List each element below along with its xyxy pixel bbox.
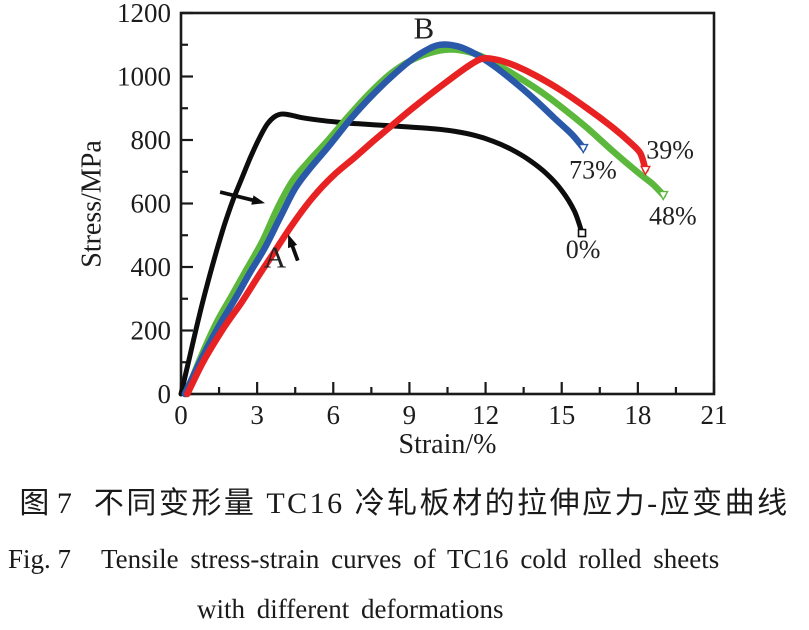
y-tick-label: 1000 (117, 62, 171, 92)
y-tick-label: 400 (131, 252, 172, 282)
x-tick-label: 6 (327, 400, 341, 430)
annotation-label-39%: 39% (646, 136, 694, 165)
x-tick-label: 18 (624, 400, 651, 430)
figure-number-zh: 图 7 (19, 487, 72, 520)
plot-frame (179, 11, 716, 396)
caption-english: Fig. 7 Tensile stress-strain curves of T… (8, 540, 719, 628)
x-tick-label: 0 (174, 400, 188, 430)
end-marker-48% (657, 190, 669, 202)
annotation-label-0%: 0% (566, 235, 601, 264)
x-tick-label: 9 (403, 400, 417, 430)
y-axis-title: Stress/MPa (77, 140, 108, 268)
annotation-label-48%: 48% (649, 201, 697, 230)
y-tick-label: 200 (131, 316, 172, 346)
end-marker-39% (640, 165, 651, 176)
caption-text-zh: 不同变形量 TC16 冷轧板材的拉伸应力-应变曲线 (93, 487, 790, 520)
curve-39% (184, 54, 649, 398)
end-marker-0% (577, 228, 587, 238)
curve-73% (181, 41, 587, 398)
x-tick-label: 12 (472, 400, 499, 430)
annotation-label-A: A (264, 239, 287, 274)
figure-number-en: Fig. 7 (8, 544, 72, 574)
y-tick-label: 0 (158, 379, 172, 409)
caption-chinese: 图 7 不同变形量 TC16 冷轧板材的拉伸应力-应变曲线 (0, 483, 809, 525)
stress-strain-chart: 0 3 6 9 12 15 18 21 0 200 400 600 800 1000 1200 Strain/… (77, 0, 728, 460)
x-axis-title: Strain/% (399, 429, 497, 460)
annotation-label-73%: 73% (569, 156, 617, 185)
y-tick-label: 600 (131, 189, 172, 219)
arrow-right (219, 190, 266, 205)
y-tick-label: 1200 (117, 0, 171, 28)
x-tick-label: 15 (548, 400, 575, 430)
arrow-up-left (288, 234, 300, 262)
y-tick-label: 800 (131, 125, 172, 155)
annotation-label-B: B (414, 10, 435, 45)
axis-ticks (179, 11, 716, 396)
x-tick-label: 3 (250, 400, 264, 430)
caption-text-en: Tensile stress-strain curves of TC16 col… (101, 540, 719, 628)
curve-0% (178, 111, 585, 397)
caption-en-line1: Tensile stress-strain curves of TC16 col… (101, 544, 720, 574)
caption-en-line2: with different deformations (197, 594, 504, 624)
end-marker-73% (577, 143, 589, 155)
x-tick-label: 21 (701, 400, 728, 430)
